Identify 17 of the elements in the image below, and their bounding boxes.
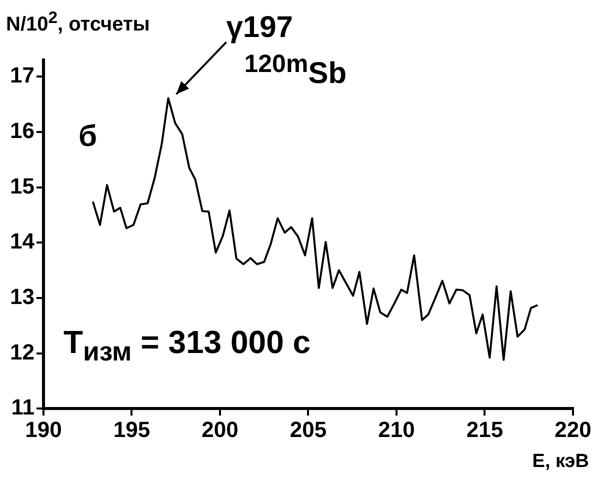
y-tick-label: 16 <box>10 118 34 143</box>
x-tick-label: 205 <box>290 416 327 442</box>
x-axis-title: E, кэВ <box>532 450 589 473</box>
x-tick-label: 210 <box>378 416 415 442</box>
x-tick-label: 215 <box>466 416 504 442</box>
x-tick-label: 195 <box>113 416 150 442</box>
y-axis-title: N/10$^{2}$, отсчеты <box>6 8 150 37</box>
annotation: γ197 $^{120m}$Sb <box>226 10 347 92</box>
x-tick-label: 220 <box>554 416 592 442</box>
annotation: T$_{изм}$ = 313 000 с <box>63 324 311 367</box>
x-tick-label: 200 <box>202 416 238 442</box>
y-tick-label: 17 <box>10 62 34 88</box>
y-tick-label: 14 <box>10 228 36 254</box>
y-tick-label: 12 <box>10 339 34 364</box>
y-tick-label: 13 <box>10 284 34 309</box>
y-tick-label: 15 <box>10 173 34 198</box>
annotation: б <box>78 120 97 154</box>
